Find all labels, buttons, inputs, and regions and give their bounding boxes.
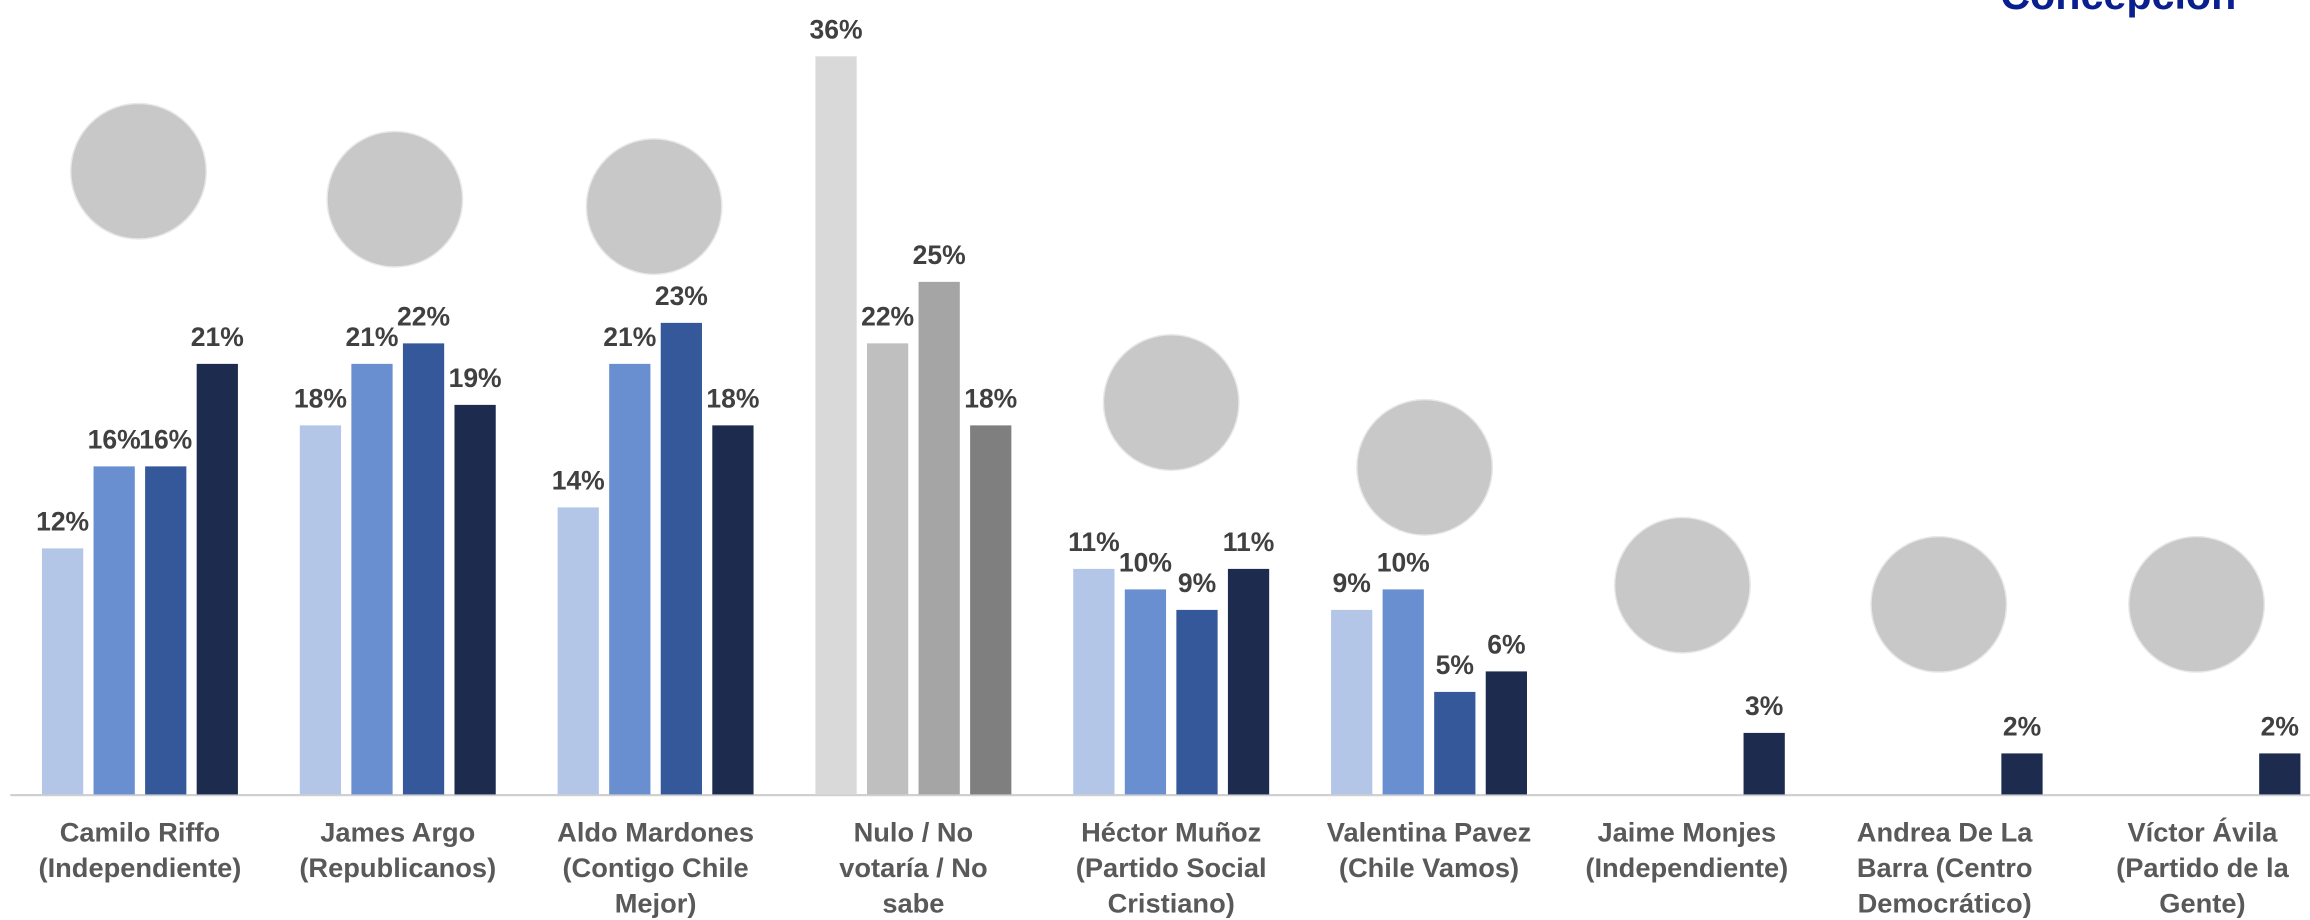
data-label: 22% xyxy=(397,302,450,332)
data-label: 22% xyxy=(861,302,914,332)
bar xyxy=(918,281,960,795)
data-label: 11% xyxy=(1068,527,1120,557)
data-label: 9% xyxy=(1333,568,1371,598)
bar xyxy=(1743,732,1785,795)
data-label: 18% xyxy=(964,384,1017,414)
x-tick-label: (Independiente) xyxy=(39,852,242,883)
photo xyxy=(69,102,207,240)
bar xyxy=(1176,609,1218,795)
x-tick-label: Héctor Muñoz xyxy=(1081,817,1261,848)
photo xyxy=(585,138,723,276)
data-label: 2% xyxy=(2261,712,2299,742)
x-tick-label: Jaime Monjes xyxy=(1597,817,1776,848)
photo xyxy=(1356,398,1494,536)
x-tick-label: votaría / No xyxy=(839,852,987,883)
bar xyxy=(557,507,599,795)
x-tick-label: (Chile Vamos) xyxy=(1339,852,1519,883)
bar xyxy=(1227,568,1270,795)
x-tick-label: Nulo / No xyxy=(854,817,974,848)
x-tick-label: James Argo xyxy=(320,817,475,848)
x-tick-label: Víctor Ávila xyxy=(2127,817,2278,848)
bar xyxy=(1073,568,1115,795)
data-label: 10% xyxy=(1377,548,1430,578)
bar xyxy=(712,425,754,795)
x-tick-label: Gente) xyxy=(2159,887,2245,918)
data-label: 10% xyxy=(1119,548,1172,578)
data-label: 25% xyxy=(913,240,966,270)
bar xyxy=(609,363,651,795)
x-tick-label: Aldo Mardones xyxy=(557,817,754,848)
photo xyxy=(2128,535,2266,673)
data-label: 36% xyxy=(810,15,863,45)
bar xyxy=(970,425,1012,795)
data-label: 21% xyxy=(603,322,656,352)
data-label: 23% xyxy=(655,281,708,311)
bar xyxy=(454,404,496,795)
bar xyxy=(1485,671,1527,795)
bar xyxy=(815,56,857,795)
bar xyxy=(660,322,702,795)
x-tick-label: Cristiano) xyxy=(1108,887,1235,918)
bar xyxy=(351,363,393,795)
bar xyxy=(1382,589,1424,795)
data-label: 6% xyxy=(1487,630,1525,660)
data-label: 18% xyxy=(706,384,759,414)
photo xyxy=(326,130,464,268)
x-tick-label: Camilo Riffo xyxy=(60,817,220,848)
x-tick-label: sabe xyxy=(882,887,944,918)
bar xyxy=(145,466,187,795)
photo xyxy=(1870,535,2008,673)
data-label: 18% xyxy=(294,384,347,414)
data-label: 14% xyxy=(552,466,605,496)
data-label: 2% xyxy=(2003,712,2041,742)
x-tick-label: Democrático) xyxy=(1858,887,2032,918)
data-label: 16% xyxy=(88,425,141,455)
data-label: 21% xyxy=(345,322,398,352)
data-label: 9% xyxy=(1178,568,1216,598)
x-tick-label: Valentina Pavez xyxy=(1327,817,1531,848)
bar xyxy=(299,425,342,795)
bar xyxy=(1331,609,1373,795)
x-tick-label: (Partido Social xyxy=(1076,852,1267,883)
photo xyxy=(1102,334,1240,472)
x-tick-label: Andrea De La xyxy=(1857,817,2034,848)
bar xyxy=(93,466,135,795)
bar xyxy=(402,343,445,795)
bar xyxy=(196,363,238,795)
data-label: 5% xyxy=(1436,650,1474,680)
x-tick-label: (Independiente) xyxy=(1585,852,1788,883)
data-label: 11% xyxy=(1223,527,1275,557)
x-tick-label: (Contigo Chile xyxy=(562,852,748,883)
data-label: 19% xyxy=(449,363,502,393)
photos xyxy=(69,102,2266,673)
x-tick-label: Barra (Centro xyxy=(1857,852,2033,883)
x-tick-label: (Partido de la xyxy=(2116,852,2289,883)
bar xyxy=(2001,753,2043,795)
data-label: 21% xyxy=(191,322,244,352)
chart-title: Concepción xyxy=(2000,0,2236,18)
x-tick-label: (Republicanos) xyxy=(299,852,496,883)
bar xyxy=(41,548,84,795)
data-label: 12% xyxy=(36,507,89,537)
bar xyxy=(1124,589,1167,795)
bar xyxy=(2259,753,2301,795)
data-label: 3% xyxy=(1745,691,1783,721)
bar xyxy=(1434,691,1476,795)
bar xyxy=(866,343,909,795)
x-tick-label: Mejor) xyxy=(615,887,697,918)
data-label: 16% xyxy=(139,425,192,455)
photo xyxy=(1613,516,1751,654)
